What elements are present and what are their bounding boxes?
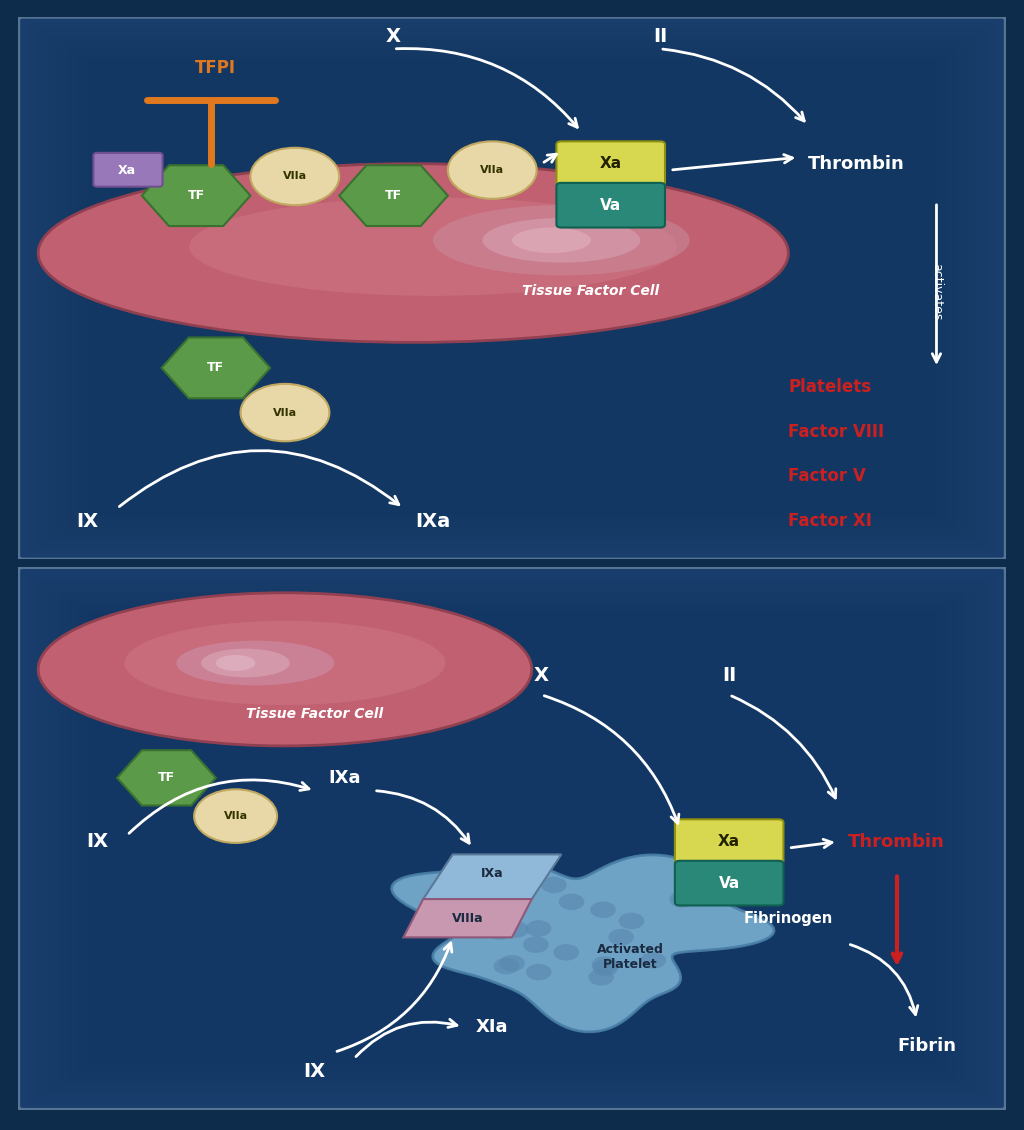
Text: Platelets: Platelets: [788, 379, 871, 395]
Circle shape: [589, 970, 614, 985]
Text: Va: Va: [719, 876, 739, 890]
FancyBboxPatch shape: [18, 17, 1006, 559]
Circle shape: [526, 964, 552, 981]
Text: activates: activates: [930, 262, 943, 320]
Circle shape: [464, 875, 489, 892]
FancyBboxPatch shape: [556, 141, 665, 186]
Text: Tissue Factor Cell: Tissue Factor Cell: [522, 285, 659, 298]
Text: VIIa: VIIa: [283, 172, 307, 182]
Circle shape: [640, 953, 667, 968]
FancyBboxPatch shape: [556, 183, 665, 227]
Text: II: II: [722, 667, 736, 685]
Text: Fibrin: Fibrin: [897, 1037, 956, 1054]
Text: Factor V: Factor V: [788, 468, 866, 486]
Text: II: II: [653, 27, 668, 45]
Circle shape: [486, 923, 512, 940]
Polygon shape: [391, 855, 774, 1032]
Ellipse shape: [176, 641, 334, 685]
Ellipse shape: [482, 218, 640, 262]
Text: IX: IX: [303, 1062, 326, 1081]
FancyBboxPatch shape: [675, 819, 783, 864]
Text: TF: TF: [207, 362, 224, 374]
FancyBboxPatch shape: [29, 24, 995, 553]
Ellipse shape: [189, 198, 677, 296]
Circle shape: [499, 955, 525, 972]
Circle shape: [608, 929, 634, 946]
Text: Factor VIII: Factor VIII: [788, 423, 885, 441]
Text: Activated
Platelet: Activated Platelet: [597, 942, 664, 971]
FancyBboxPatch shape: [18, 17, 1006, 559]
Circle shape: [195, 790, 278, 843]
Ellipse shape: [125, 620, 445, 705]
Circle shape: [541, 877, 566, 894]
Polygon shape: [117, 750, 216, 806]
Ellipse shape: [433, 206, 690, 276]
FancyBboxPatch shape: [675, 861, 783, 905]
Text: TFPI: TFPI: [196, 59, 237, 77]
Text: X: X: [535, 667, 549, 685]
Polygon shape: [423, 854, 561, 899]
Text: Tissue Factor Cell: Tissue Factor Cell: [246, 707, 383, 721]
FancyBboxPatch shape: [18, 567, 1006, 1110]
Text: TF: TF: [187, 189, 205, 202]
Polygon shape: [162, 338, 270, 398]
FancyBboxPatch shape: [93, 153, 163, 186]
Circle shape: [467, 881, 493, 897]
Text: Xa: Xa: [718, 834, 740, 849]
Circle shape: [251, 148, 339, 206]
Text: IXa: IXa: [481, 867, 504, 880]
Text: TF: TF: [385, 189, 402, 202]
Circle shape: [592, 956, 617, 973]
Text: VIIa: VIIa: [480, 165, 504, 175]
Ellipse shape: [201, 649, 290, 677]
Circle shape: [474, 877, 500, 894]
Circle shape: [523, 937, 549, 953]
Text: XIa: XIa: [476, 1018, 509, 1036]
Circle shape: [670, 892, 695, 907]
Circle shape: [525, 920, 551, 937]
Text: IXa: IXa: [328, 768, 360, 786]
Polygon shape: [403, 899, 531, 938]
Circle shape: [494, 958, 519, 974]
Circle shape: [241, 384, 330, 442]
Text: X: X: [386, 27, 401, 45]
Circle shape: [618, 913, 644, 929]
Circle shape: [593, 959, 618, 976]
Circle shape: [503, 921, 528, 938]
Text: Thrombin: Thrombin: [848, 833, 944, 851]
Text: Factor XI: Factor XI: [788, 512, 872, 530]
Circle shape: [447, 141, 537, 199]
Text: Thrombin: Thrombin: [808, 155, 905, 173]
Ellipse shape: [38, 164, 788, 342]
Polygon shape: [141, 165, 251, 226]
Text: Xa: Xa: [118, 164, 136, 176]
Text: VIIIa: VIIIa: [452, 912, 483, 924]
Text: Fibrinogen: Fibrinogen: [743, 911, 833, 925]
Text: Xa: Xa: [600, 156, 622, 172]
Ellipse shape: [38, 593, 531, 746]
Circle shape: [590, 902, 615, 918]
Text: TF: TF: [158, 772, 175, 784]
FancyBboxPatch shape: [18, 567, 1006, 1110]
Text: VIIa: VIIa: [273, 408, 297, 418]
Ellipse shape: [512, 227, 591, 253]
Text: IX: IX: [86, 832, 109, 851]
Text: VIIa: VIIa: [223, 811, 248, 822]
Text: IXa: IXa: [416, 512, 451, 531]
Circle shape: [559, 894, 585, 910]
Text: Va: Va: [600, 198, 622, 212]
Circle shape: [554, 944, 580, 960]
Ellipse shape: [216, 655, 255, 671]
Circle shape: [472, 885, 498, 902]
Text: IX: IX: [77, 512, 98, 531]
Polygon shape: [339, 165, 447, 226]
